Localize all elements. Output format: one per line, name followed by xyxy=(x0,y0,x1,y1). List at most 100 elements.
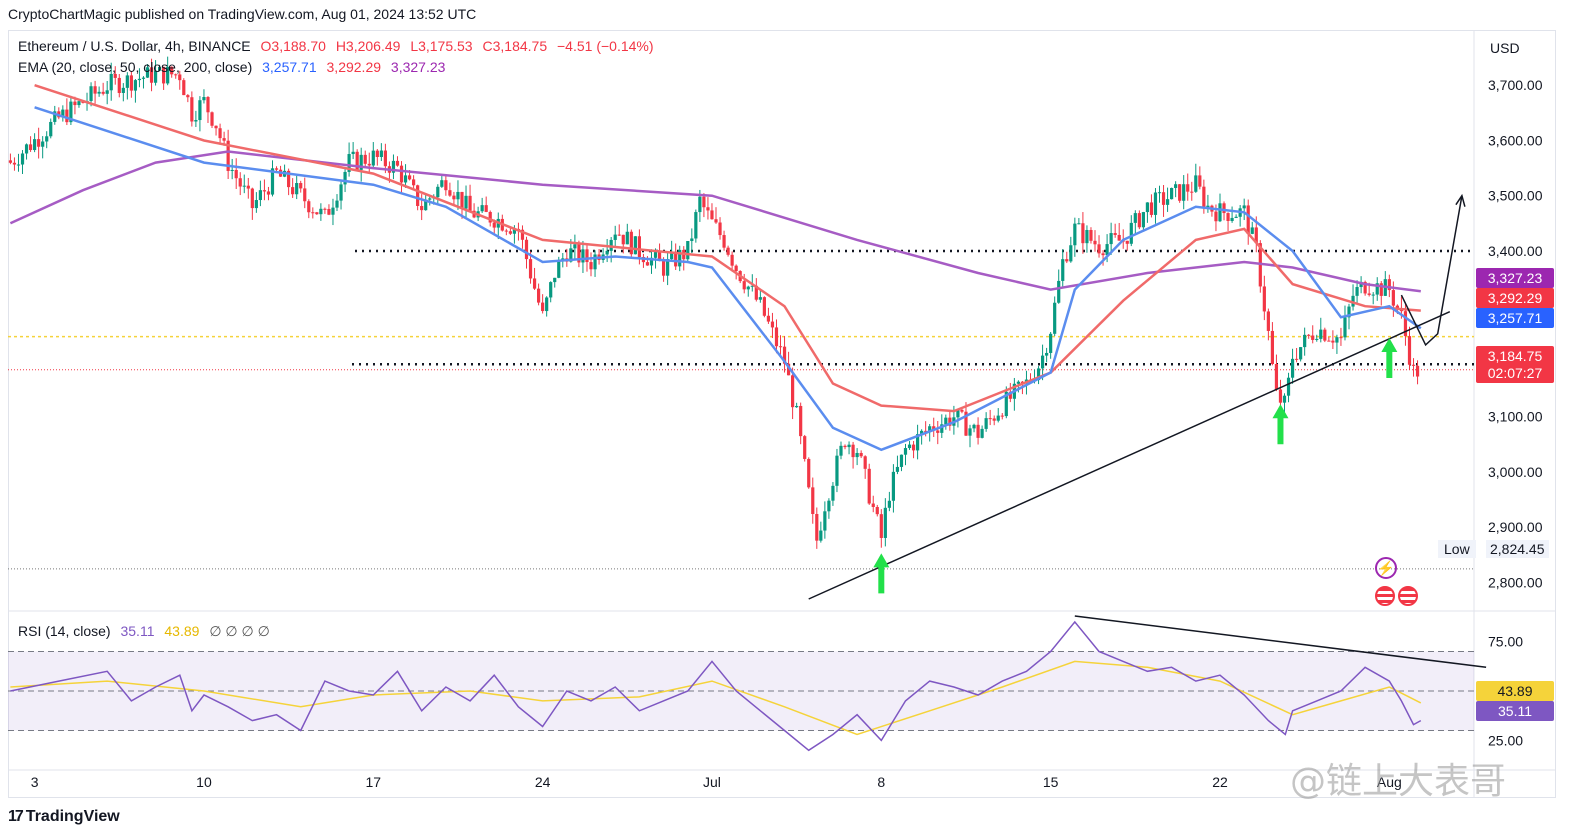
currency-label[interactable]: USD xyxy=(1490,40,1520,56)
candle-body xyxy=(335,200,339,208)
green-up-arrow xyxy=(873,553,890,594)
rising-trendline xyxy=(808,311,1451,600)
candle-body xyxy=(186,95,190,98)
candle-body xyxy=(375,150,379,158)
candle-body xyxy=(61,109,65,118)
candle-body xyxy=(774,327,779,347)
candle-body xyxy=(371,150,375,166)
candle-body xyxy=(629,231,633,255)
symbol-legend[interactable]: Ethereum / U.S. Dollar, 4h, BINANCE O3,1… xyxy=(18,38,660,54)
candle-body xyxy=(823,511,827,531)
candle-body xyxy=(694,212,698,239)
candle-body xyxy=(436,186,440,198)
candle-body xyxy=(831,485,835,501)
candle-body xyxy=(988,418,992,420)
candle-body xyxy=(782,346,787,364)
candle-body xyxy=(41,141,45,147)
candle-body xyxy=(1125,240,1129,244)
candle-body xyxy=(875,506,879,515)
candle-body xyxy=(351,151,355,155)
publisher-line: CryptoChartMagic published on TradingVie… xyxy=(8,6,477,22)
candle-body xyxy=(412,179,416,186)
candle-body xyxy=(190,97,194,122)
candle-body xyxy=(589,262,593,270)
candle-body xyxy=(581,249,585,263)
candle-body xyxy=(956,409,960,418)
candle-body xyxy=(1117,234,1121,241)
candle-body xyxy=(89,86,93,101)
candle-body xyxy=(666,259,670,276)
candle-body xyxy=(1016,381,1020,384)
candle-body xyxy=(424,199,428,211)
candle-body xyxy=(536,288,541,303)
time-tick-label: Jul xyxy=(703,774,721,790)
low-value: L3,175.53 xyxy=(410,38,473,54)
candle-body xyxy=(528,259,533,279)
time-tick-label: 17 xyxy=(366,774,382,790)
candle-body xyxy=(621,234,625,245)
candle-body xyxy=(206,97,210,113)
lightning-icon[interactable]: ⚡ xyxy=(1375,557,1397,579)
candle-body xyxy=(1085,229,1089,244)
candle-body xyxy=(1129,222,1133,244)
candle-body xyxy=(1133,213,1137,223)
rsi-legend[interactable]: RSI (14, close) 35.11 43.89 ∅ ∅ ∅ ∅ xyxy=(18,623,276,640)
candle-body xyxy=(819,530,823,541)
candle-body xyxy=(1359,281,1363,288)
candle-body xyxy=(1057,280,1061,303)
candle-body xyxy=(839,445,843,456)
candle-body xyxy=(1198,175,1202,187)
us-flag-icon[interactable] xyxy=(1375,586,1395,606)
ema-legend[interactable]: EMA (20, close, 50, close, 200, close) 3… xyxy=(18,59,451,75)
candle-body xyxy=(1214,211,1218,222)
candle-body xyxy=(117,77,121,93)
low-label: Low xyxy=(1438,540,1476,558)
candle-body xyxy=(1278,389,1283,403)
candle-body xyxy=(843,445,847,448)
candle-body xyxy=(1149,202,1154,215)
candle-body xyxy=(911,444,916,451)
symbol-name[interactable]: Ethereum / U.S. Dollar, 4h, BINANCE xyxy=(18,38,251,54)
ema-label[interactable]: EMA (20, close, 50, close, 200, close) xyxy=(18,59,253,75)
price-tick-label: 3,100.00 xyxy=(1488,409,1543,425)
candle-body xyxy=(238,178,242,187)
candle-body xyxy=(1351,295,1355,307)
candle-body xyxy=(1065,259,1069,262)
candle-body xyxy=(399,165,404,183)
candle-body xyxy=(1202,186,1206,208)
candle-body xyxy=(879,514,883,538)
candle-body xyxy=(1274,364,1279,390)
ema200-value: 3,327.23 xyxy=(390,59,446,75)
candle-body xyxy=(1194,175,1198,192)
candle-body xyxy=(762,297,766,316)
candle-body xyxy=(444,180,448,191)
candle-body xyxy=(395,160,400,166)
candle-body xyxy=(65,109,69,123)
candle-body xyxy=(33,139,37,151)
tradingview-footer[interactable]: 17 TradingView xyxy=(8,808,120,826)
candle-body xyxy=(125,75,129,88)
candle-body xyxy=(1315,338,1319,340)
rsi-label[interactable]: RSI (14, close) xyxy=(18,623,111,639)
candle-body xyxy=(416,185,420,206)
candle-body xyxy=(807,458,811,488)
candle-body xyxy=(407,175,412,180)
candle-body xyxy=(311,212,315,214)
candle-body xyxy=(891,471,896,501)
candle-body xyxy=(730,254,734,266)
candle-body xyxy=(1286,377,1291,396)
candle-body xyxy=(1161,192,1166,205)
candle-body xyxy=(940,424,944,433)
candle-body xyxy=(480,205,484,212)
candle-body xyxy=(887,500,891,508)
us-flag-icon-2[interactable] xyxy=(1398,586,1418,606)
price-tick-label: 3,500.00 xyxy=(1488,188,1543,204)
candle-body xyxy=(968,428,972,436)
candle-body xyxy=(1182,184,1186,201)
change-value: −4.51 (−0.14%) xyxy=(557,38,654,54)
candle-body xyxy=(1290,358,1295,378)
candle-body xyxy=(504,230,508,232)
candle-body xyxy=(403,175,408,183)
candle-body xyxy=(1040,355,1045,369)
